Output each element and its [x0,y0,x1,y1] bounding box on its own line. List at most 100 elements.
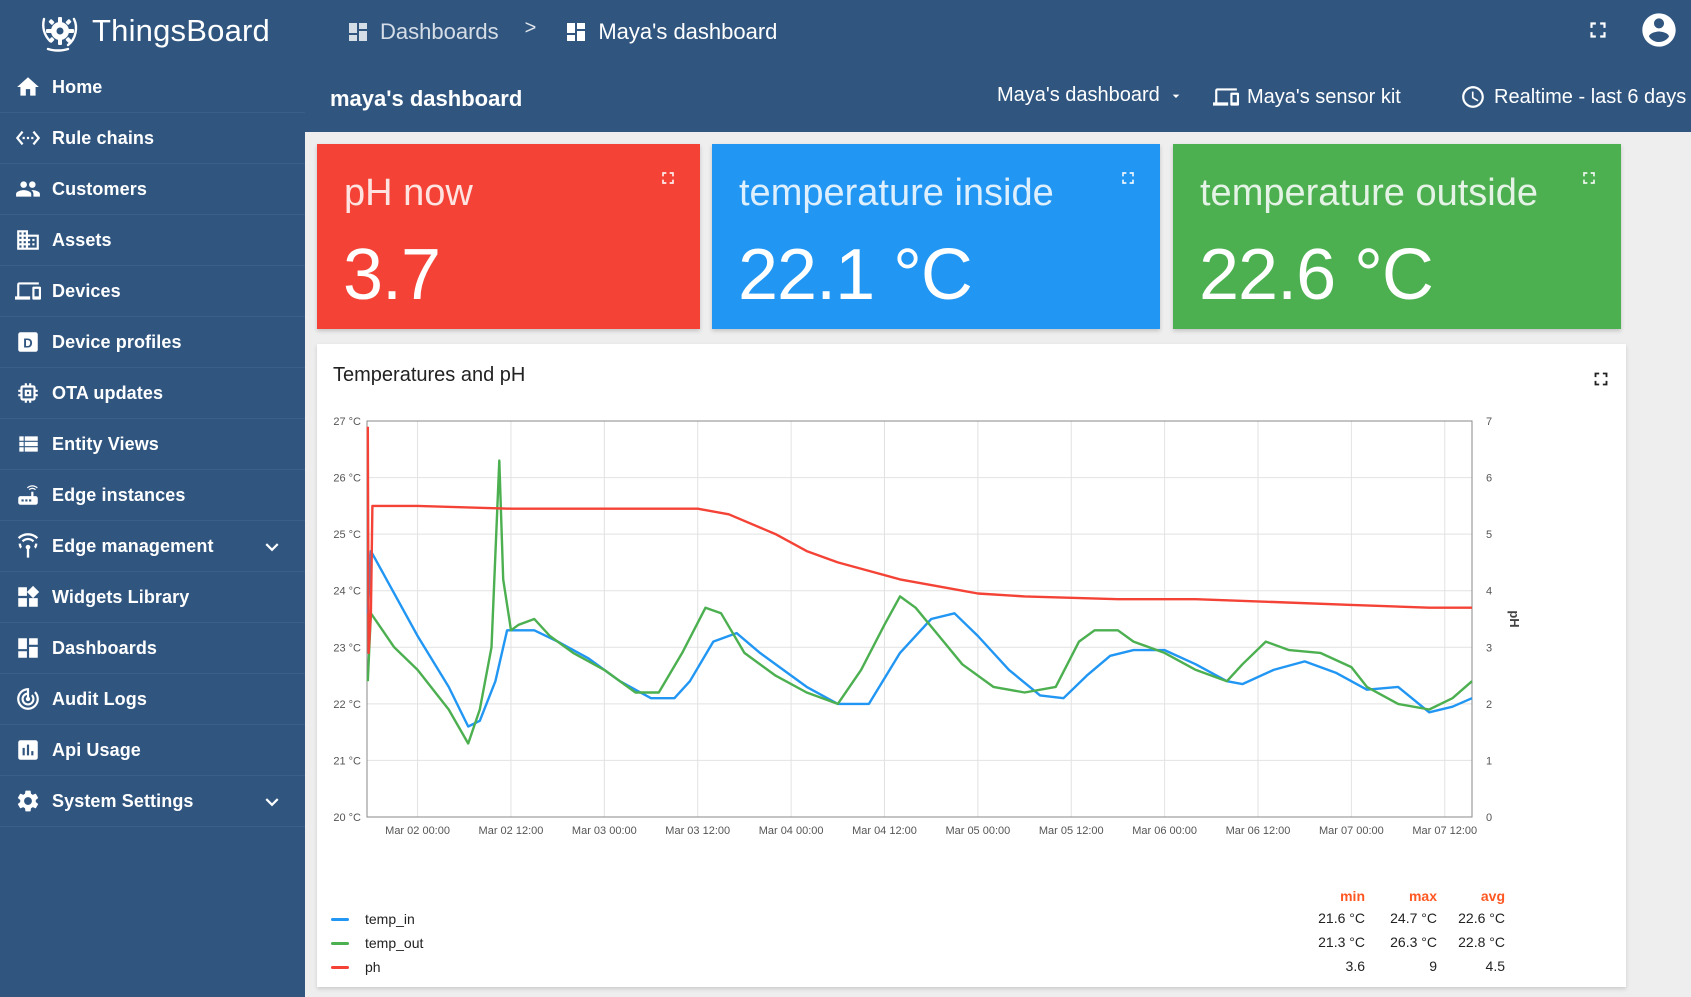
y2-tick-label: 6 [1486,473,1492,485]
series-line-ph[interactable] [366,426,1472,655]
legend-stat-avg: 22.6 °C [1458,910,1505,926]
sidebar-item-edge-management[interactable]: Edge management [0,521,305,572]
sidebar-item-label: Device profiles [52,331,182,352]
fullscreen-button[interactable] [1590,368,1612,395]
timewindow-label: Realtime - last 6 days [1494,85,1687,108]
sidebar-item-ota-updates[interactable]: OTA updates [0,368,305,419]
breadcrumb: Dashboards > Maya's dashboard [346,15,777,49]
fullscreen-button[interactable] [1118,168,1138,193]
legend-stat-avg: 4.5 [1485,958,1505,974]
sidebar-item-devices[interactable]: Devices [0,266,305,317]
legend-label: temp_out [365,935,424,951]
dashboard-content: pH now 3.7 temperature inside 22.1 °C te… [305,132,1691,997]
breadcrumb-label: Maya's dashboard [598,19,778,44]
sidebar-item-label: Dashboards [52,637,158,658]
sidebar-item-label: Rule chains [52,127,155,148]
line-chart[interactable]: 20 °C 0 21 °C 1 22 °C 2 23 °C 3 24 °C 4 25 °C 5 26 °… [317,344,1626,987]
account-button[interactable] [1639,10,1679,50]
x-tick-label: Mar 03 12:00 [665,825,730,837]
legend-label: ph [365,959,381,975]
x-tick-label: Mar 02 00:00 [385,825,450,837]
entity-views-icon [14,430,42,458]
card-title: temperature inside [739,172,1054,214]
fullscreen-icon [1583,172,1595,184]
card-ph-now: pH now 3.7 [317,144,700,329]
breadcrumb-dashboards[interactable]: Dashboards [346,19,499,45]
sidebar-item-label: Audit Logs [52,688,147,709]
x-tick-label: Mar 06 12:00 [1226,825,1291,837]
legend-header-max: max [1408,888,1437,904]
sidebar-item-label: Devices [52,280,121,301]
sidebar-item-edge-instances[interactable]: Edge instances [0,470,305,521]
y-tick-label: 24 °C [333,586,361,598]
settings-icon [14,787,42,815]
legend-stat-max: 24.7 °C [1390,910,1437,926]
legend-stat-min: 3.6 [1345,958,1365,974]
dashboards-icon [14,634,42,662]
sidebar-item-label: Widgets Library [52,586,190,607]
sidebar-item-dashboards[interactable]: Dashboards [0,623,305,674]
x-tick-label: Mar 05 12:00 [1039,825,1104,837]
x-tick-label: Mar 06 00:00 [1132,825,1197,837]
card-value: 3.7 [343,235,441,315]
top-bar-actions [1585,10,1679,50]
series-line-temp-out[interactable] [366,459,1473,745]
dashboard-title: maya's dashboard [330,86,523,111]
top-bar: ThingsBoard Dashboards > Maya's dashboar… [0,0,1691,62]
chart-title: Temperatures and pH [333,364,526,386]
sidebar-item-widgets-library[interactable]: Widgets Library [0,572,305,623]
logo[interactable]: ThingsBoard [38,8,270,54]
series-line-temp-in[interactable] [366,549,1473,728]
sidebar-item-home[interactable]: Home [0,62,305,113]
y-tick-label: 21 °C [333,755,361,767]
legend-label: temp_in [365,911,415,927]
sidebar-item-rule-chains[interactable]: Rule chains [0,113,305,164]
legend-item[interactable]: temp_out [331,931,423,955]
fullscreen-button[interactable] [658,168,678,193]
card-value: 22.6 °C [1199,235,1434,315]
dashboard-state-select[interactable]: Maya's dashboard [997,84,1184,107]
timewindow-button[interactable]: Realtime - last 6 days [1460,84,1686,110]
ota-updates-icon [14,379,42,407]
clock-icon [1462,86,1484,108]
legend-item[interactable]: temp_in [331,907,415,931]
fullscreen-button[interactable] [1585,17,1611,43]
fullscreen-button[interactable] [1579,168,1599,193]
chart-grid [367,420,1472,818]
svg-text:D: D [23,335,32,350]
account-circle-icon [1642,13,1676,47]
breadcrumb-current: Maya's dashboard [564,19,777,45]
sidebar-item-system-settings[interactable]: System Settings [0,776,305,827]
legend-stat-avg: 22.8 °C [1458,934,1505,950]
sidebar-item-api-usage[interactable]: Api Usage [0,725,305,776]
breadcrumb-separator: > [524,16,537,39]
sidebar-item-entity-views[interactable]: Entity Views [0,419,305,470]
y-tick-label: 22 °C [333,699,361,711]
legend-header-avg: avg [1480,888,1505,904]
audit-logs-icon [14,685,42,713]
chevron-down-icon[interactable] [259,789,285,820]
legend-swatch [331,965,349,969]
sidebar-item-audit-logs[interactable]: Audit Logs [0,674,305,725]
x-tick-label: Mar 07 12:00 [1412,825,1477,837]
legend-stat-min: 21.3 °C [1318,934,1365,950]
chevron-down-icon[interactable] [259,534,285,565]
chart-axes: 20 °C 0 21 °C 1 22 °C 2 23 °C 3 24 °C 4 25 °C 5 26 °… [333,416,1522,837]
y2-tick-label: 0 [1486,812,1492,824]
x-tick-label: Mar 04 12:00 [852,825,917,837]
sidebar-item-assets[interactable]: Assets [0,215,305,266]
sidebar-item-customers[interactable]: Customers [0,164,305,215]
y2-tick-label: 3 [1486,642,1492,654]
rule-chains-icon [14,124,42,152]
legend-item[interactable]: ph [331,955,381,979]
card-value: 22.1 °C [738,235,973,315]
sidebar-item-device-profiles[interactable]: D Device profiles [0,317,305,368]
assets-icon [14,226,42,254]
sidebar-item-label: Edge instances [52,484,186,505]
home-icon [14,73,42,101]
x-tick-label: Mar 05 00:00 [945,825,1010,837]
sidebar-item-label: Api Usage [52,739,141,760]
x-tick-label: Mar 02 12:00 [479,825,544,837]
sidebar-item-label: Edge management [52,535,214,556]
entity-select[interactable]: Maya's sensor kit [1213,84,1401,110]
